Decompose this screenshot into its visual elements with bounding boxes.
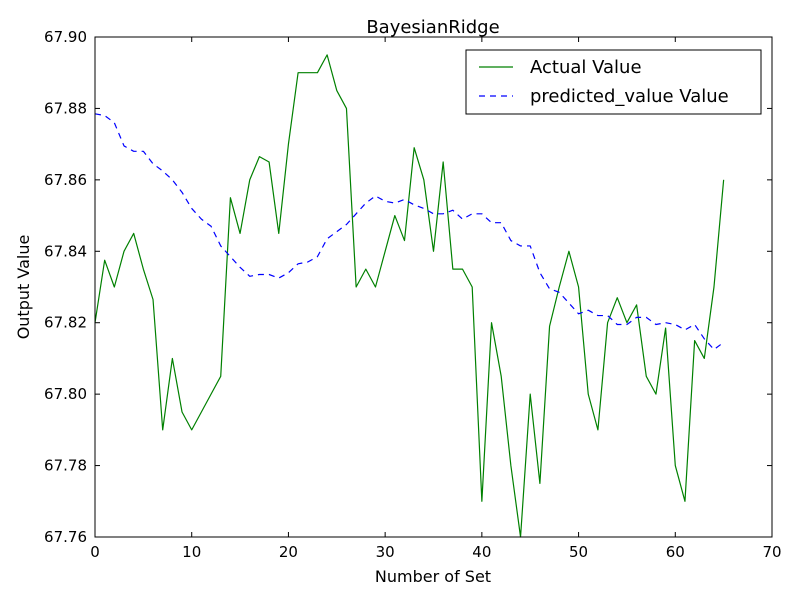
y-tick-label: 67.88 (44, 99, 87, 117)
y-tick-label: 67.76 (44, 528, 87, 546)
series-line-predicted-value-value (94, 113, 724, 351)
chart-title: BayesianRidge (366, 17, 499, 38)
y-axis-label: Output Value (14, 235, 33, 340)
series-line-actual-value (94, 54, 725, 538)
plot-area (94, 36, 773, 538)
series-layer (94, 54, 725, 538)
legend-box (465, 49, 762, 115)
plot-frame (94, 36, 773, 538)
x-axis-label: Number of Set (375, 567, 491, 586)
x-tick-label: 60 (666, 543, 685, 561)
x-tick-label: 70 (762, 543, 781, 561)
x-tick-label: 40 (472, 543, 491, 561)
x-tick-label: 0 (90, 543, 100, 561)
y-tick-label: 67.78 (44, 457, 87, 475)
y-tick-label: 67.86 (44, 171, 87, 189)
x-axis: 0 10 20 30 40 50 60 70 (90, 37, 782, 561)
x-tick-label: 20 (279, 543, 298, 561)
x-tick-label: 30 (376, 543, 395, 561)
x-tick-label: 10 (182, 543, 201, 561)
y-tick-label: 67.84 (44, 242, 87, 260)
y-tick-label: 67.90 (44, 28, 87, 46)
y-tick-label: 67.80 (44, 385, 87, 403)
y-axis: 67.76 67.78 67.80 67.82 67.84 67.86 67.88 67.90 (44, 28, 772, 546)
legend-label-predicted-value: predicted_value Value (530, 86, 729, 107)
legend-label-actual-value: Actual Value (530, 57, 642, 78)
y-tick-label: 67.82 (44, 314, 87, 332)
x-tick-label: 50 (569, 543, 588, 561)
legend: Actual Value predicted_value Value (465, 49, 762, 115)
plot-background (95, 37, 772, 537)
